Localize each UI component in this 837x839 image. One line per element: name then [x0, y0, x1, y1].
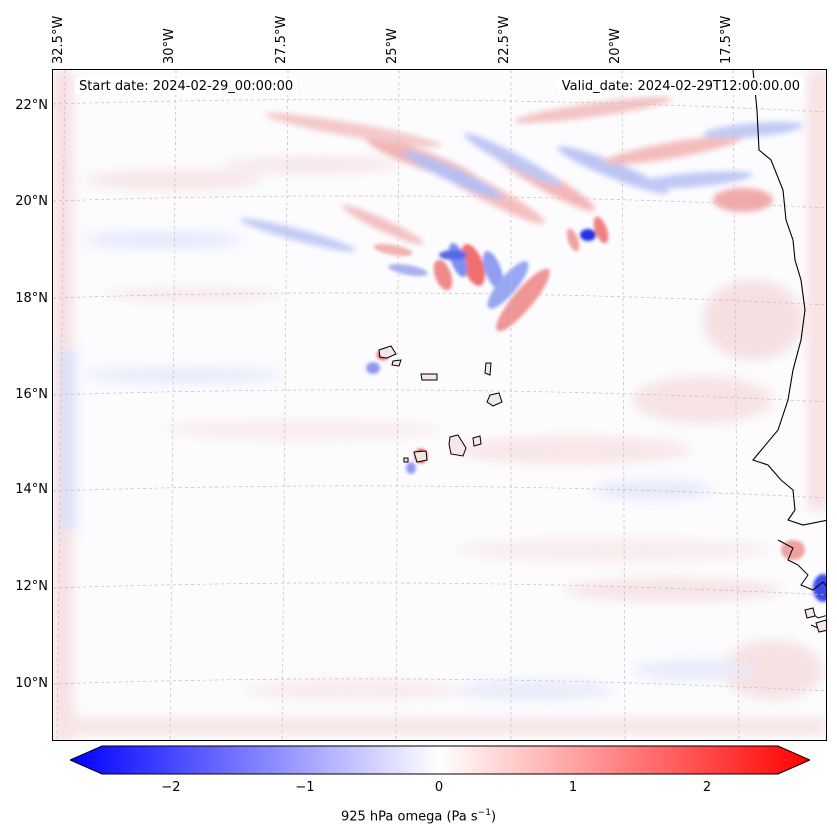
lon-label: 20°W	[608, 28, 623, 64]
bijagos-islands	[804, 607, 826, 633]
colorbar	[68, 745, 812, 775]
colorbar-tick: 1	[568, 780, 578, 795]
wave-train	[240, 96, 803, 252]
lat-label: 10°N	[15, 676, 48, 691]
lon-label: 17.5°W	[719, 15, 734, 64]
valid-date-label: Valid_date: 2024-02-29T12:00:00.00	[557, 78, 804, 95]
lat-label: 14°N	[15, 482, 48, 497]
lat-label: 16°N	[15, 387, 48, 402]
lon-label: 25°W	[385, 28, 400, 64]
colorbar-tick: 0	[434, 780, 444, 795]
start-date-label: Start date: 2024-02-29_00:00:00	[75, 78, 298, 95]
lon-label: 30°W	[162, 28, 177, 64]
colorbar-label: 925 hPa omega (Pa s−1)	[340, 808, 497, 825]
lat-label: 18°N	[15, 291, 48, 306]
colorbar-tick: −2	[161, 780, 181, 795]
cape-verde-islands	[378, 345, 503, 463]
lat-label: 22°N	[15, 98, 48, 113]
coastline	[752, 70, 826, 526]
graticule	[53, 70, 826, 740]
lon-label: 32.5°W	[51, 15, 66, 64]
lat-label: 12°N	[15, 579, 48, 594]
colorbar-tick: −1	[295, 780, 315, 795]
lon-label: 27.5°W	[274, 15, 289, 64]
lat-label: 20°N	[15, 194, 48, 209]
lon-label: 22.5°W	[497, 15, 512, 64]
colorbar-bar	[68, 745, 812, 775]
background-field	[53, 70, 826, 740]
colorbar-tick: 2	[702, 780, 712, 795]
omega-field	[53, 70, 826, 740]
omega-map-panel: Start date: 2024-02-29_00:00:00 Valid_da…	[52, 69, 827, 741]
